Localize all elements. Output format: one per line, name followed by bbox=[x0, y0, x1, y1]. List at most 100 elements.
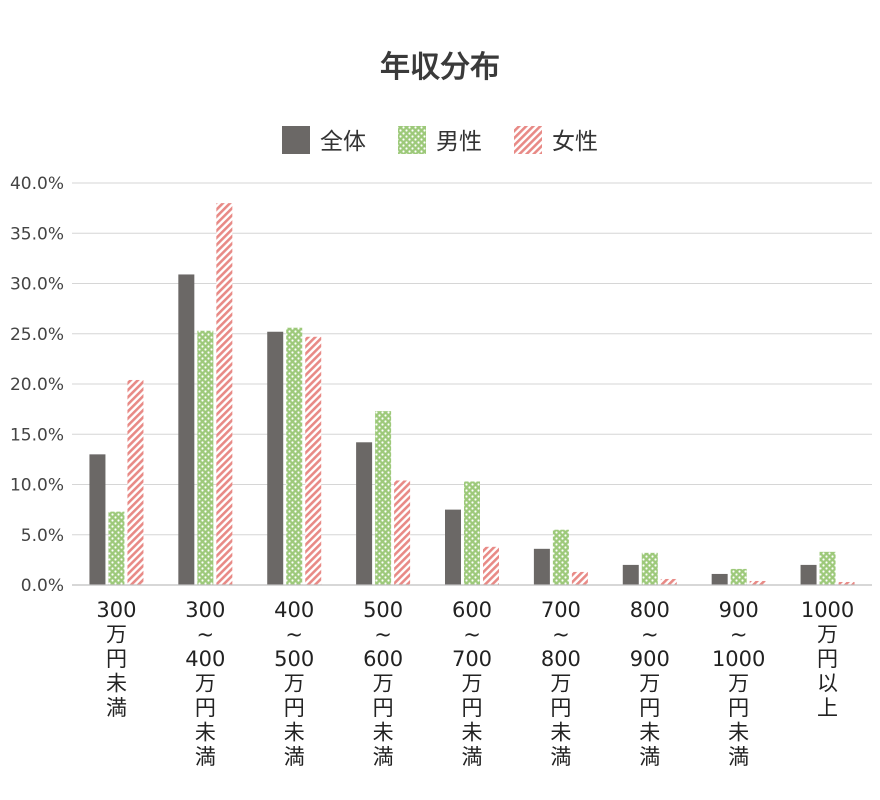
x-tick-line: 300 bbox=[96, 598, 136, 622]
bar-female bbox=[749, 580, 766, 585]
x-tick-line: 満 bbox=[373, 745, 394, 769]
bar-all bbox=[445, 509, 461, 585]
x-tick-line: 未 bbox=[373, 721, 394, 745]
x-tick-line: 700 bbox=[541, 598, 581, 622]
x-tick-line: 万 bbox=[639, 672, 660, 696]
bar-female bbox=[216, 203, 233, 585]
bar-all bbox=[711, 573, 728, 585]
x-tick-line: 600 bbox=[363, 647, 403, 671]
bar-female bbox=[394, 480, 411, 585]
x-tick-line: 未 bbox=[462, 721, 483, 745]
x-tick-line: ~ bbox=[730, 623, 748, 647]
x-tick-label: 300 ~400 万円未満 bbox=[185, 598, 225, 769]
x-tick-line: 万 bbox=[550, 672, 571, 696]
x-tick-line: 800 bbox=[630, 598, 670, 622]
y-tick-label: 15.0% bbox=[10, 425, 64, 445]
x-tick-line: 未 bbox=[106, 672, 127, 696]
legend-label: 全体 bbox=[320, 129, 366, 155]
x-tick-label: 400 ~500 万円未満 bbox=[274, 598, 314, 769]
x-tick-line: 未 bbox=[284, 721, 305, 745]
x-tick-line: 万 bbox=[106, 623, 127, 647]
x-tick-label: 900 ~1000 万円未満 bbox=[712, 598, 765, 769]
x-tick-line: 未 bbox=[195, 721, 216, 745]
x-tick-line: 満 bbox=[639, 745, 660, 769]
bar-all bbox=[178, 274, 195, 585]
x-tick-line: 未 bbox=[550, 721, 571, 745]
x-tick-line: ~ bbox=[285, 623, 303, 647]
chart-title: 年収分布 bbox=[380, 50, 500, 85]
legend-label: 女性 bbox=[552, 129, 598, 155]
x-tick-line: 万 bbox=[817, 623, 838, 647]
bar-all bbox=[622, 564, 639, 585]
bar-female bbox=[660, 578, 677, 585]
x-tick-line: 400 bbox=[274, 598, 314, 622]
legend-swatch bbox=[282, 126, 310, 154]
x-tick-line: 万 bbox=[284, 672, 305, 696]
x-tick-label: 600 ~700 万円未満 bbox=[452, 598, 492, 769]
x-tick-line: 未 bbox=[728, 721, 749, 745]
x-tick-line: 1000 bbox=[801, 598, 854, 622]
y-tick-label: 40.0% bbox=[10, 174, 64, 194]
bars bbox=[89, 203, 855, 585]
x-tick-line: 円 bbox=[728, 696, 749, 720]
bar-all bbox=[356, 442, 373, 585]
x-tick-line: 800 bbox=[541, 647, 581, 671]
x-tick-line: 500 bbox=[274, 647, 314, 671]
legend-label: 男性 bbox=[436, 129, 482, 155]
x-tick-line: 万 bbox=[462, 672, 483, 696]
y-axis: 0.0% 5.0% 10.0% 15.0% 20.0% 25.0% 30.0% 35.0% 40… bbox=[10, 174, 64, 596]
legend-swatch bbox=[514, 126, 542, 154]
bar-female bbox=[571, 571, 588, 585]
x-tick-line: ~ bbox=[552, 623, 570, 647]
bar-all bbox=[800, 564, 817, 585]
x-tick-line: 円 bbox=[550, 696, 571, 720]
bar-male bbox=[464, 481, 480, 585]
x-tick-line: ~ bbox=[374, 623, 392, 647]
x-tick-line: ~ bbox=[197, 623, 215, 647]
legend: 全体 男性 女性 bbox=[282, 126, 598, 155]
bar-male bbox=[108, 511, 125, 585]
x-tick-line: 上 bbox=[817, 696, 838, 720]
x-tick-line: 900 bbox=[630, 647, 670, 671]
x-tick-line: 万 bbox=[195, 672, 216, 696]
bar-male bbox=[197, 330, 214, 585]
x-tick-line: 満 bbox=[106, 696, 127, 720]
x-tick-line: 満 bbox=[728, 745, 749, 769]
x-tick-line: 600 bbox=[452, 598, 492, 622]
x-tick-line: 900 bbox=[719, 598, 759, 622]
x-tick-line: 満 bbox=[195, 745, 216, 769]
x-tick-line: ~ bbox=[641, 623, 659, 647]
y-tick-label: 20.0% bbox=[10, 375, 64, 395]
x-tick-label: 500 ~600 万円未満 bbox=[363, 598, 403, 769]
bar-male bbox=[819, 551, 836, 585]
bar-male bbox=[730, 568, 747, 585]
x-tick-line: 1000 bbox=[712, 647, 765, 671]
x-tick-label: 700 ~800 万円未満 bbox=[541, 598, 581, 769]
x-tick-line: 円 bbox=[817, 647, 838, 671]
x-tick-line: 以 bbox=[817, 672, 838, 696]
x-tick-line: 円 bbox=[373, 696, 394, 720]
x-tick-line: 万 bbox=[728, 672, 749, 696]
x-tick-line: 円 bbox=[106, 647, 127, 671]
x-tick-label: 800 ~900 万円未満 bbox=[630, 598, 670, 769]
x-tick-label: 300 万円未満 bbox=[96, 598, 136, 720]
x-tick-line: ~ bbox=[463, 623, 481, 647]
bar-all bbox=[533, 548, 550, 585]
bar-female bbox=[305, 336, 322, 585]
x-tick-line: 700 bbox=[452, 647, 492, 671]
x-tick-line: 円 bbox=[639, 696, 660, 720]
bar-male bbox=[286, 327, 303, 585]
y-tick-label: 30.0% bbox=[10, 275, 64, 295]
x-tick-line: 満 bbox=[462, 745, 483, 769]
x-tick-label: 1000 万円以上 bbox=[801, 598, 854, 720]
bar-male bbox=[552, 529, 569, 585]
bar-male bbox=[375, 411, 392, 585]
bar-female bbox=[838, 581, 855, 585]
x-tick-line: 円 bbox=[462, 696, 483, 720]
y-tick-label: 0.0% bbox=[21, 576, 64, 596]
x-tick-line: 万 bbox=[373, 672, 394, 696]
x-tick-line: 円 bbox=[284, 696, 305, 720]
y-tick-label: 35.0% bbox=[10, 224, 64, 244]
legend-swatch bbox=[398, 126, 426, 154]
